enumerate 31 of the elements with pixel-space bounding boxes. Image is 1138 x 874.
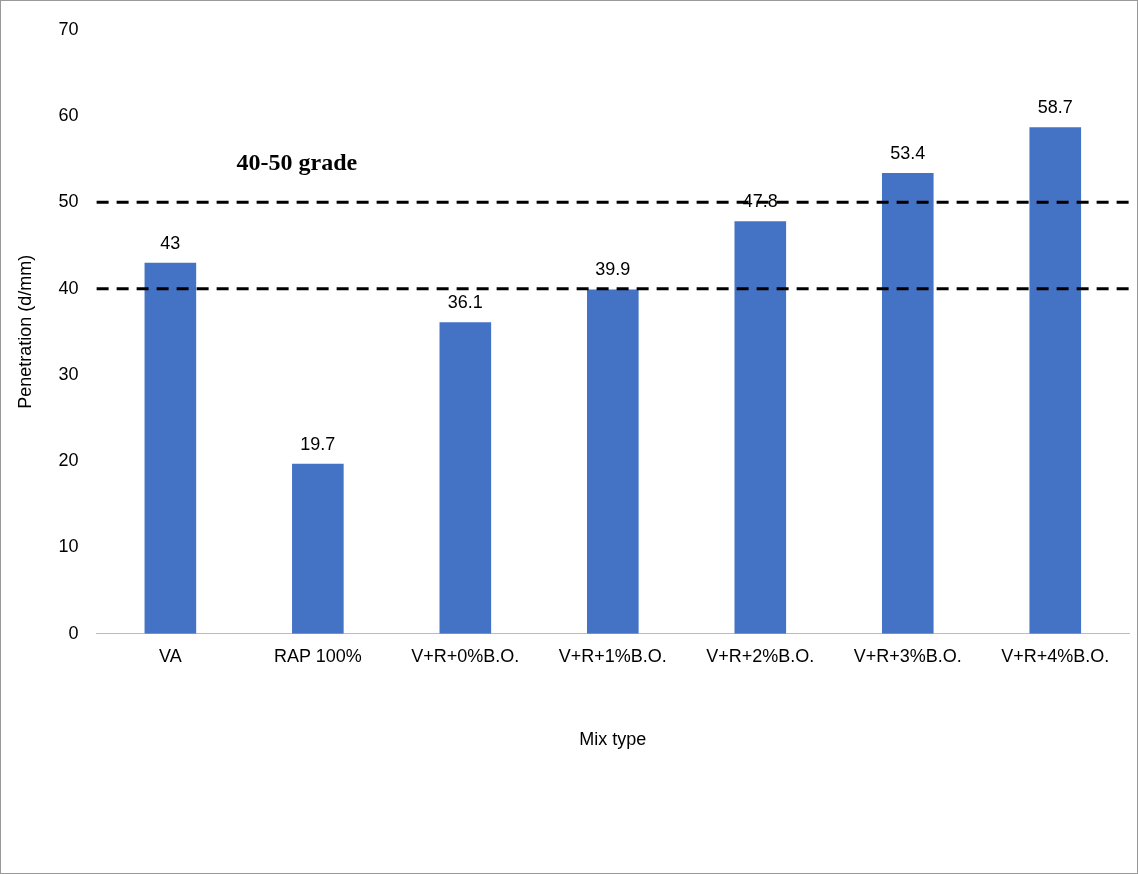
bar (144, 262, 197, 634)
y-tick-label: 70 (58, 18, 79, 39)
annotation: 40-50 grade (236, 148, 358, 175)
y-tick-label: 30 (58, 363, 79, 384)
bar (734, 221, 787, 634)
x-tick-label: RAP 100% (273, 645, 362, 666)
x-tick-label: V+R+2%B.O. (706, 645, 815, 666)
data-label: 39.9 (595, 259, 631, 280)
y-axis-title: Penetration (d/mm) (14, 254, 35, 409)
data-label: 58.7 (1037, 97, 1073, 118)
bar (292, 463, 344, 634)
bar (587, 289, 639, 634)
y-tick-label: 50 (58, 191, 79, 212)
y-tick-label: 10 (58, 536, 79, 557)
x-tick-label: V+R+1%B.O. (558, 645, 667, 666)
x-tick-label: V+R+0%B.O. (411, 645, 520, 666)
y-tick-label: 20 (58, 450, 79, 471)
x-tick-label: V+R+3%B.O. (853, 645, 962, 666)
x-tick-label: VA (159, 645, 182, 666)
x-tick-label: V+R+4%B.O. (1001, 645, 1110, 666)
bar (439, 322, 492, 634)
data-label: 43 (160, 232, 181, 253)
bar (1029, 127, 1082, 634)
y-tick-label: 0 (68, 622, 79, 643)
data-label: 53.4 (890, 143, 926, 163)
bar (881, 173, 934, 634)
x-axis-title: Mix type (579, 729, 647, 750)
y-tick-label: 40 (58, 277, 79, 298)
data-label: 19.7 (300, 433, 336, 454)
y-tick-label: 60 (58, 105, 79, 126)
data-label: 36.1 (447, 292, 483, 313)
